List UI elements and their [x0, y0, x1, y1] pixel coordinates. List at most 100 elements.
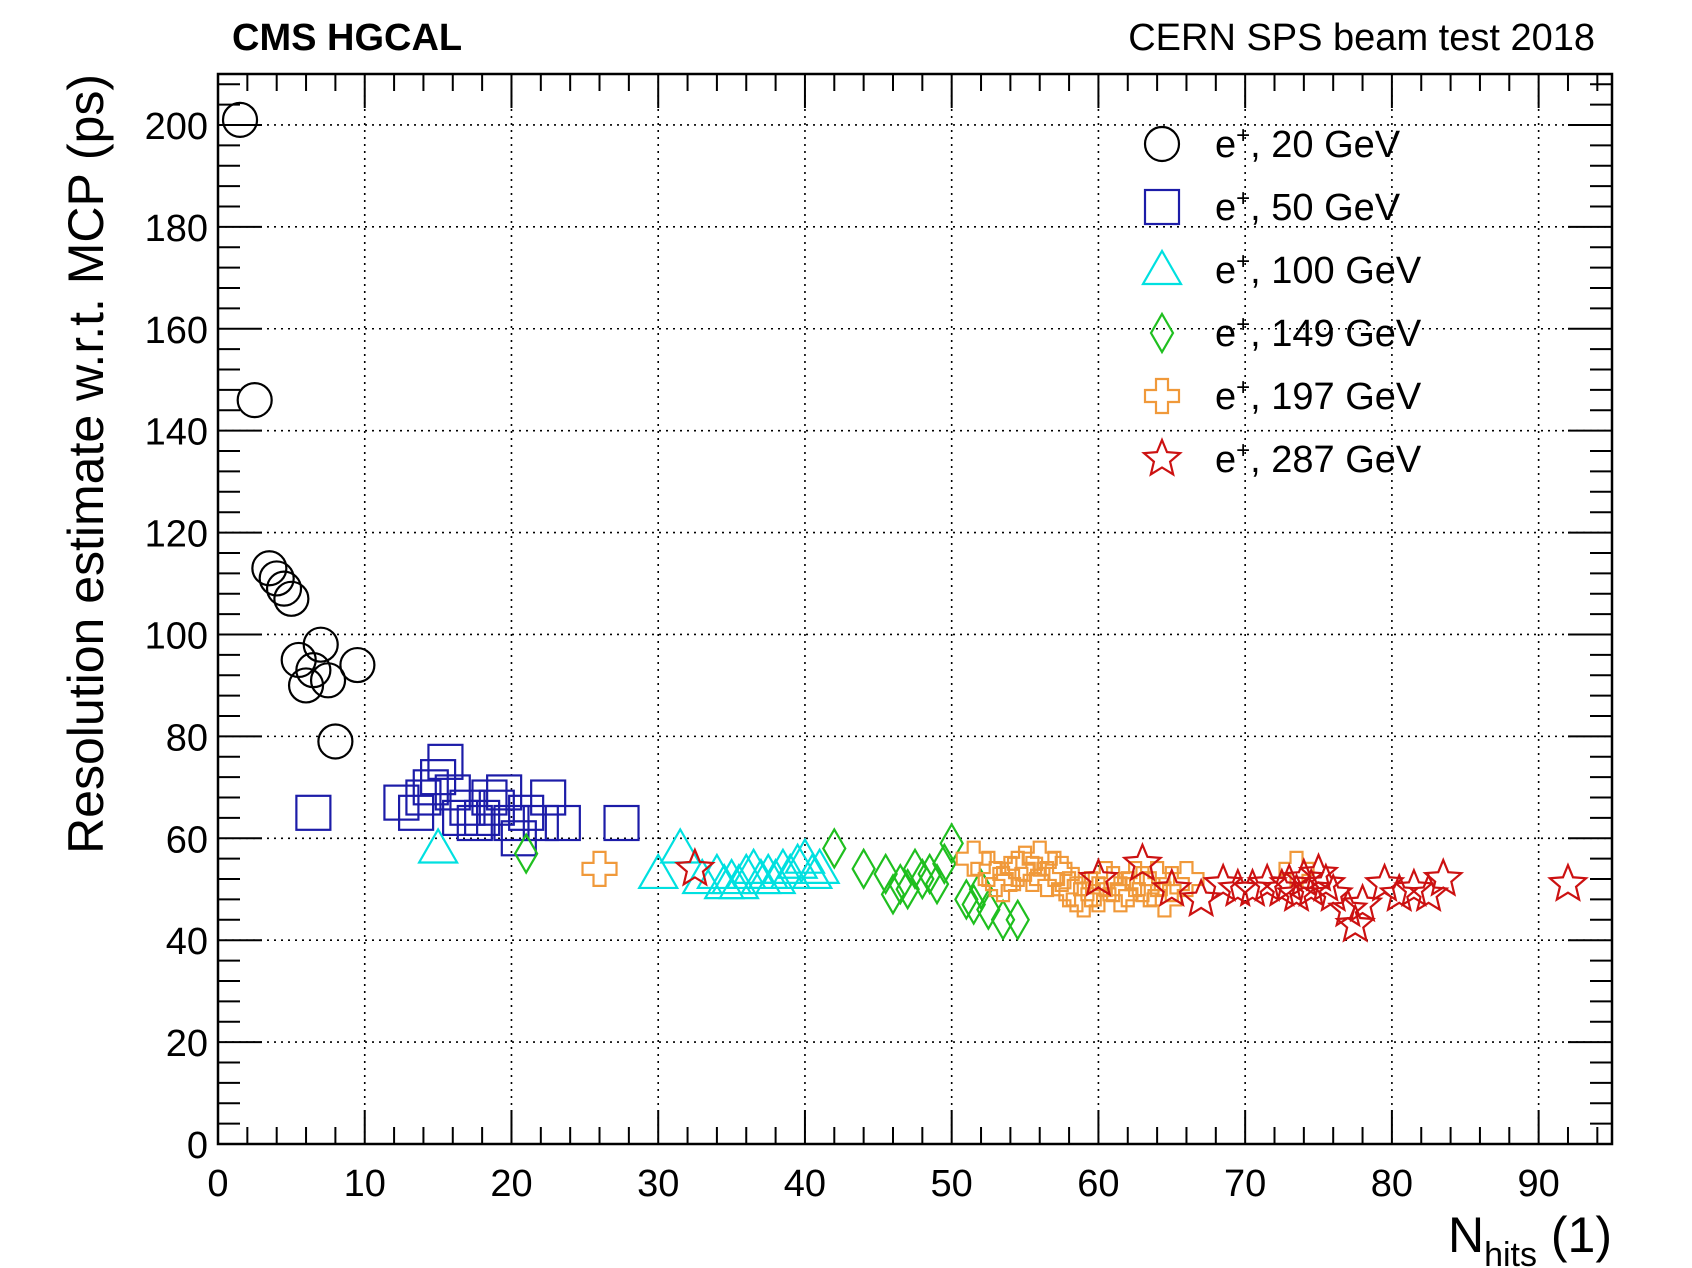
legend-entry: e+, 149 GeV — [1149, 311, 1422, 355]
y-tick-label: 180 — [145, 208, 208, 250]
data-point-circle — [265, 570, 303, 607]
legend-entry: e+, 287 GeV — [1141, 437, 1422, 481]
plot-frame — [216, 72, 1614, 1146]
data-point-cross — [581, 850, 618, 887]
data-point-square — [544, 804, 581, 842]
x-tick-label: 80 — [1371, 1163, 1413, 1205]
data-point-triangle — [798, 847, 841, 884]
data-point-triangle — [681, 857, 724, 895]
legend-label-base: e — [1215, 124, 1236, 166]
data-point-square — [295, 794, 332, 831]
data-point-triangle — [791, 852, 834, 890]
y-tick-label: 60 — [166, 819, 208, 861]
data-point-triangle — [710, 857, 753, 895]
series-triangle — [417, 827, 841, 900]
data-point-diamond — [976, 888, 1001, 931]
legend-label-base: e — [1215, 313, 1236, 355]
data-point-diamond — [880, 873, 906, 916]
data-point-triangle — [696, 852, 738, 890]
data-point-star — [1305, 862, 1347, 902]
series-star — [674, 841, 1589, 943]
data-point-circle — [258, 560, 295, 597]
data-point-star — [1407, 872, 1450, 913]
data-point-diamond — [851, 847, 876, 891]
plot-border — [216, 72, 1614, 1146]
axis-ticks — [217, 74, 1612, 1145]
data-point-diamond — [968, 868, 994, 911]
chart-title-left: CMS HGCAL — [232, 17, 462, 59]
data-point-star — [1547, 862, 1589, 902]
data-point-diamond — [954, 878, 979, 921]
legend-label-sup: + — [1236, 374, 1250, 401]
data-point-square — [522, 804, 559, 842]
data-point-star — [1150, 867, 1193, 907]
data-point-cross — [1043, 855, 1080, 893]
legend-label-base: e — [1215, 439, 1236, 481]
grid — [218, 74, 1612, 1144]
legend-label-base: e — [1215, 187, 1236, 229]
data-point-circle — [236, 381, 273, 419]
data-point-circle — [309, 662, 347, 699]
data-point-diamond — [990, 898, 1016, 942]
data-point-triangle — [754, 857, 797, 895]
data-point-diamond — [888, 862, 913, 906]
legend-marker-star — [1141, 437, 1183, 477]
data-point-diamond — [1005, 898, 1030, 942]
data-point-star — [1297, 852, 1340, 892]
legend-label-sup: + — [1236, 437, 1250, 464]
data-point-circle — [221, 101, 259, 138]
data-point-circle — [273, 580, 310, 617]
y-tick-label: 40 — [166, 921, 208, 963]
legend-label: e+, 287 GeV — [1215, 437, 1422, 481]
legend-label-base: e — [1215, 250, 1236, 292]
legend-marker-square — [1143, 188, 1181, 226]
data-point-triangle — [747, 852, 790, 890]
data-point-star — [1202, 862, 1244, 902]
data-point-diamond — [910, 857, 935, 901]
chart-title-right: CERN SPS beam test 2018 — [1128, 17, 1595, 59]
data-point-circle — [302, 626, 339, 663]
data-point-star — [1121, 841, 1164, 882]
data-point-square — [603, 804, 640, 842]
data-point-star — [1393, 867, 1435, 907]
x-axis-title-sub: hits — [1484, 1236, 1537, 1268]
x-tick-label: 40 — [784, 1163, 826, 1205]
x-axis-title-unit: (1) — [1537, 1207, 1612, 1263]
x-axis-title-main: N — [1448, 1207, 1484, 1263]
legend-entry: e+, 100 GeV — [1141, 248, 1422, 292]
data-point-square — [412, 769, 449, 806]
legend-label-sup: + — [1236, 122, 1250, 149]
data-point-triangle — [637, 852, 680, 890]
data-point-star — [1217, 867, 1259, 907]
data-point-square — [405, 779, 442, 816]
legend-label-sup: + — [1236, 248, 1250, 275]
data-point-square — [383, 784, 420, 821]
data-point-diamond — [939, 822, 964, 865]
tick-labels: 0 10 20 30 40 50 60 70 80 90 0 20 40 60 80 100 120 140 160… — [145, 106, 1560, 1205]
legend-entry: e+, 50 GeV — [1143, 185, 1401, 229]
data-point-square — [471, 779, 508, 816]
data-point-square — [442, 799, 479, 837]
data-point-square — [530, 779, 567, 816]
data-point-star — [674, 846, 716, 887]
data-point-star — [1268, 862, 1310, 902]
data-point-diamond — [932, 842, 957, 885]
y-tick-label: 20 — [166, 1023, 208, 1065]
data-point-diamond — [895, 868, 920, 911]
legend-label-rest: , 197 GeV — [1250, 376, 1422, 418]
y-tick-label: 120 — [145, 514, 208, 556]
data-point-triangle — [776, 842, 819, 879]
series-diamond — [513, 822, 1030, 942]
data-point-circle — [251, 550, 288, 587]
legend-marker-cross — [1143, 377, 1181, 415]
data-point-cross — [1036, 850, 1073, 887]
x-axis-title: Nhits (1) — [1448, 1207, 1612, 1268]
data-point-square — [456, 804, 493, 842]
legend-label-sup: + — [1236, 185, 1250, 212]
legend-entry: e+, 20 GeV — [1143, 122, 1401, 166]
data-point-square — [449, 789, 486, 826]
x-tick-label: 90 — [1517, 1163, 1559, 1205]
data-point-triangle — [762, 847, 804, 884]
x-tick-label: 50 — [931, 1163, 973, 1205]
data-point-triangle — [725, 852, 768, 890]
